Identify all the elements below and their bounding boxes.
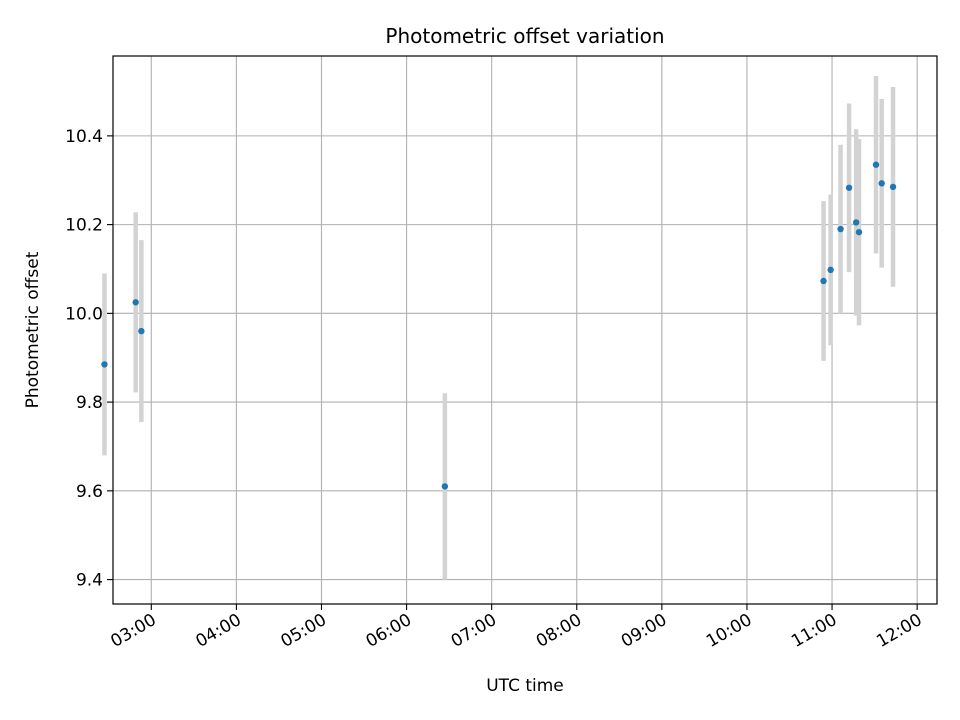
data-point [845,184,853,191]
y-tick-label: 9.8 [76,393,103,413]
data-point [837,225,844,233]
x-tick-label: 11:00 [788,610,840,652]
error-bars [102,75,896,580]
y-tick-label: 10.4 [65,127,103,147]
data-point [441,483,449,490]
x-tick-label: 06:00 [363,610,415,652]
data-point [889,183,897,191]
plot-frame [112,55,938,605]
x-tick-label: 09:00 [618,610,670,652]
data-point [820,277,827,285]
data-point [852,219,860,226]
data-point [138,327,145,335]
x-tick-label: 04:00 [192,610,244,652]
data-point [132,299,139,306]
data-point [827,266,834,274]
y-axis-title: Photometric offset [23,251,43,408]
data-point [878,180,885,187]
data-point [872,161,880,168]
y-tick-label: 9.4 [76,571,103,591]
chart-title: Photometric offset variation [385,24,664,48]
x-tick-label: 10:00 [703,610,755,652]
x-axis-title: UTC time [486,676,564,696]
x-tick-label: 07:00 [448,610,500,652]
data-point [855,228,863,236]
x-tick-label: 12:00 [873,610,925,652]
x-tick-label: 03:00 [107,610,159,652]
grid [113,56,937,604]
y-tick-label: 10.2 [65,216,103,236]
x-axis: 03:00 04:00 05:00 06:00 07:00 08:00 09:00 10:00… [107,604,926,652]
x-tick-label: 05:00 [278,610,330,652]
data-points [101,161,897,490]
y-tick-label: 10.0 [65,304,103,324]
data-point [101,361,108,368]
x-tick-label: 08:00 [533,610,585,652]
y-axis: 9.4 9.6 9.8 10.0 10.2 10.4 [65,127,113,591]
y-tick-label: 9.6 [76,482,103,502]
